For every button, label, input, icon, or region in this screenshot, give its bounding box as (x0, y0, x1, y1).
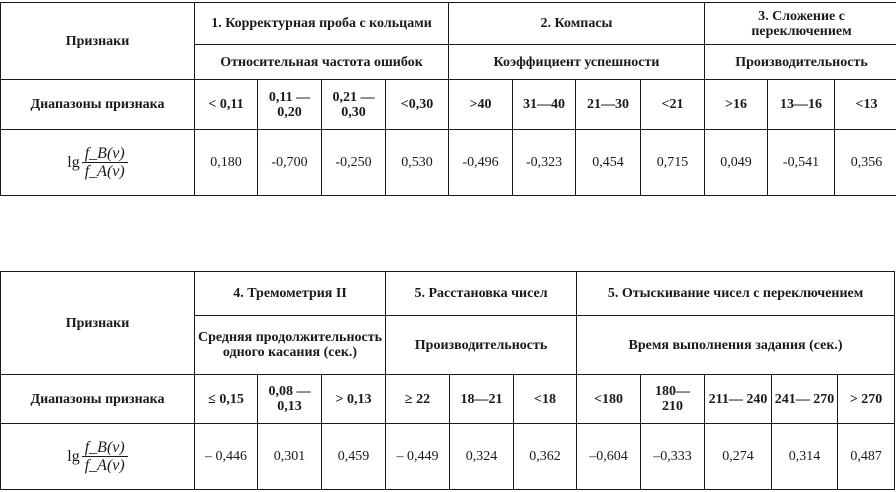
range-cell: <0,30 (385, 79, 449, 130)
ranges-label: Диапазоны признака (0, 79, 195, 130)
range-cell: 0,08 —0,13 (257, 374, 322, 424)
table-2: Признаки 4. Тремометрия II 5. Расстановк… (0, 271, 896, 490)
value-cell: 0,049 (704, 129, 768, 196)
range-cell: 31—40 (512, 79, 576, 130)
group-title: 5. Отыскивание чисел с переключением (576, 271, 896, 316)
group-title: 4. Тремометрия II (193, 271, 387, 316)
group-title: 5. Расстановка чисел (385, 271, 578, 316)
formula-lg: lg (67, 448, 80, 465)
range-cell: <180 (576, 374, 642, 424)
formula-cell: lg f_B(v) f_A(v) (0, 129, 195, 196)
range-cell: > 0,13 (320, 374, 387, 424)
value-cell: – 0,446 (194, 423, 258, 490)
group-title: 1. Корректурная проба с кольцами (194, 2, 449, 45)
group-subtitle: Производительность (385, 315, 578, 375)
range-cell: >16 (704, 79, 768, 130)
value-cell: 0,301 (257, 423, 322, 490)
formula-denominator: f_A(v) (84, 457, 125, 474)
range-cell: > 270 (837, 374, 896, 424)
formula-denominator: f_A(v) (84, 163, 125, 180)
range-cell: 211— 240 (704, 374, 773, 424)
group-title: 3. Сложение с переключением (703, 2, 896, 45)
range-cell: <21 (640, 79, 705, 130)
value-cell: 0,487 (837, 423, 896, 490)
range-cell: 241— 270 (771, 374, 839, 424)
formula-numerator: f_B(v) (81, 440, 128, 457)
value-cell: -0,496 (448, 129, 513, 196)
range-cell: 0,21 —0,30 (321, 79, 386, 130)
group-subtitle: Средняя продолжительность одного касания… (193, 315, 387, 375)
value-cell: 0,314 (771, 423, 839, 490)
value-cell: 0,715 (640, 129, 705, 196)
range-cell: >40 (448, 79, 513, 130)
range-cell: <18 (513, 374, 578, 424)
value-cell: –0,604 (576, 423, 642, 490)
range-cell: 21—30 (575, 79, 641, 130)
value-cell: 0,459 (320, 423, 387, 490)
row-header-label: Признаки (0, 271, 195, 375)
range-cell: ≥ 22 (385, 374, 451, 424)
value-cell: –0,333 (640, 423, 706, 490)
range-cell: < 0,11 (194, 79, 258, 130)
log-ratio-formula: lg f_B(v) f_A(v) (67, 440, 128, 474)
value-cell: 0,356 (833, 129, 896, 196)
range-cell: 180— 210 (640, 374, 706, 424)
formula-cell: lg f_B(v) f_A(v) (0, 423, 195, 490)
value-cell: 0,324 (449, 423, 515, 490)
row-header-label: Признаки (0, 2, 195, 80)
value-cell: -0,250 (321, 129, 386, 196)
value-cell: – 0,449 (385, 423, 451, 490)
value-cell: -0,541 (767, 129, 835, 196)
table-1: Признаки 1. Корректурная проба с кольцам… (0, 2, 896, 196)
value-cell: 0,274 (704, 423, 773, 490)
value-cell: 0,530 (385, 129, 449, 196)
range-cell: ≤ 0,15 (194, 374, 258, 424)
log-ratio-formula: lg f_B(v) f_A(v) (67, 146, 128, 180)
range-cell: <13 (833, 79, 896, 130)
group-subtitle: Производительность (703, 44, 896, 80)
group-title: 2. Компасы (448, 2, 705, 45)
range-cell: 0,11 —0,20 (257, 79, 322, 130)
value-cell: -0,700 (257, 129, 322, 196)
formula-numerator: f_B(v) (81, 146, 128, 163)
value-cell: 0,180 (194, 129, 258, 196)
group-subtitle: Время выполнения задания (сек.) (576, 315, 896, 375)
group-subtitle: Коэффициент успешности (448, 44, 705, 80)
value-cell: 0,454 (575, 129, 641, 196)
value-cell: 0,362 (513, 423, 578, 490)
formula-lg: lg (67, 154, 80, 171)
value-cell: -0,323 (512, 129, 576, 196)
range-cell: 18—21 (449, 374, 515, 424)
range-cell: 13—16 (767, 79, 835, 130)
ranges-label: Диапазоны признака (0, 374, 195, 424)
group-subtitle: Относительная частота ошибок (194, 44, 449, 80)
